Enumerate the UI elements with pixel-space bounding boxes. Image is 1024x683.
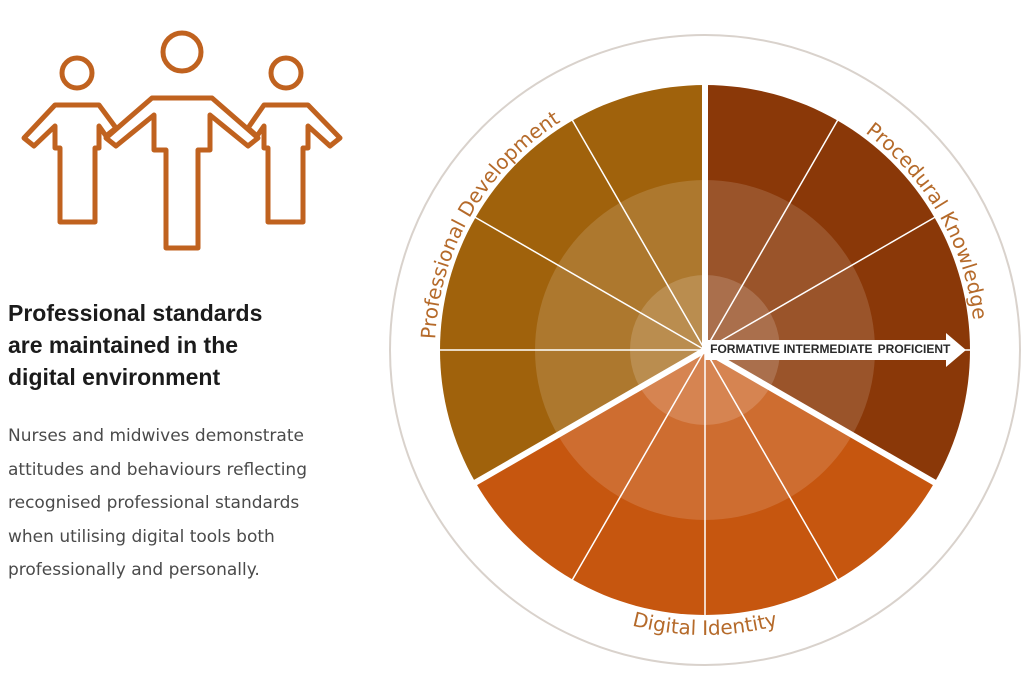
slice-divider <box>570 118 706 351</box>
description-line: recognised professional standards <box>8 493 300 513</box>
heading-line: Professional standards <box>8 300 263 326</box>
slice-divider <box>704 215 937 351</box>
wheel-sector <box>439 85 705 483</box>
description: Nurses and midwives demonstrate attitude… <box>8 420 307 588</box>
progress-arrow <box>705 333 966 367</box>
arrow-label: FORMATIVE <box>710 342 780 356</box>
people-icon <box>21 30 343 251</box>
wheel-sector <box>705 85 970 483</box>
slice-divider <box>704 349 840 582</box>
arrow-label: PROFICIENT <box>878 342 951 356</box>
description-line: professionally and personally. <box>8 560 260 580</box>
arrow-label: INTERMEDIATE <box>783 342 872 356</box>
heading-line: digital environment <box>8 364 221 390</box>
heading-line: are maintained in the <box>8 332 239 358</box>
description-line: Nurses and midwives demonstrate <box>8 426 304 446</box>
slice-divider <box>473 215 706 351</box>
slice-divider <box>570 349 706 582</box>
outer-ring <box>389 34 1021 666</box>
description-line: attitudes and behaviours reflecting <box>8 459 308 480</box>
slice-divider <box>704 118 840 351</box>
sector-divider <box>703 347 938 487</box>
description-line: when utilising digital tools both <box>8 526 275 547</box>
heading: Professional standards are maintained in… <box>8 297 262 393</box>
sector-divider <box>472 347 707 487</box>
